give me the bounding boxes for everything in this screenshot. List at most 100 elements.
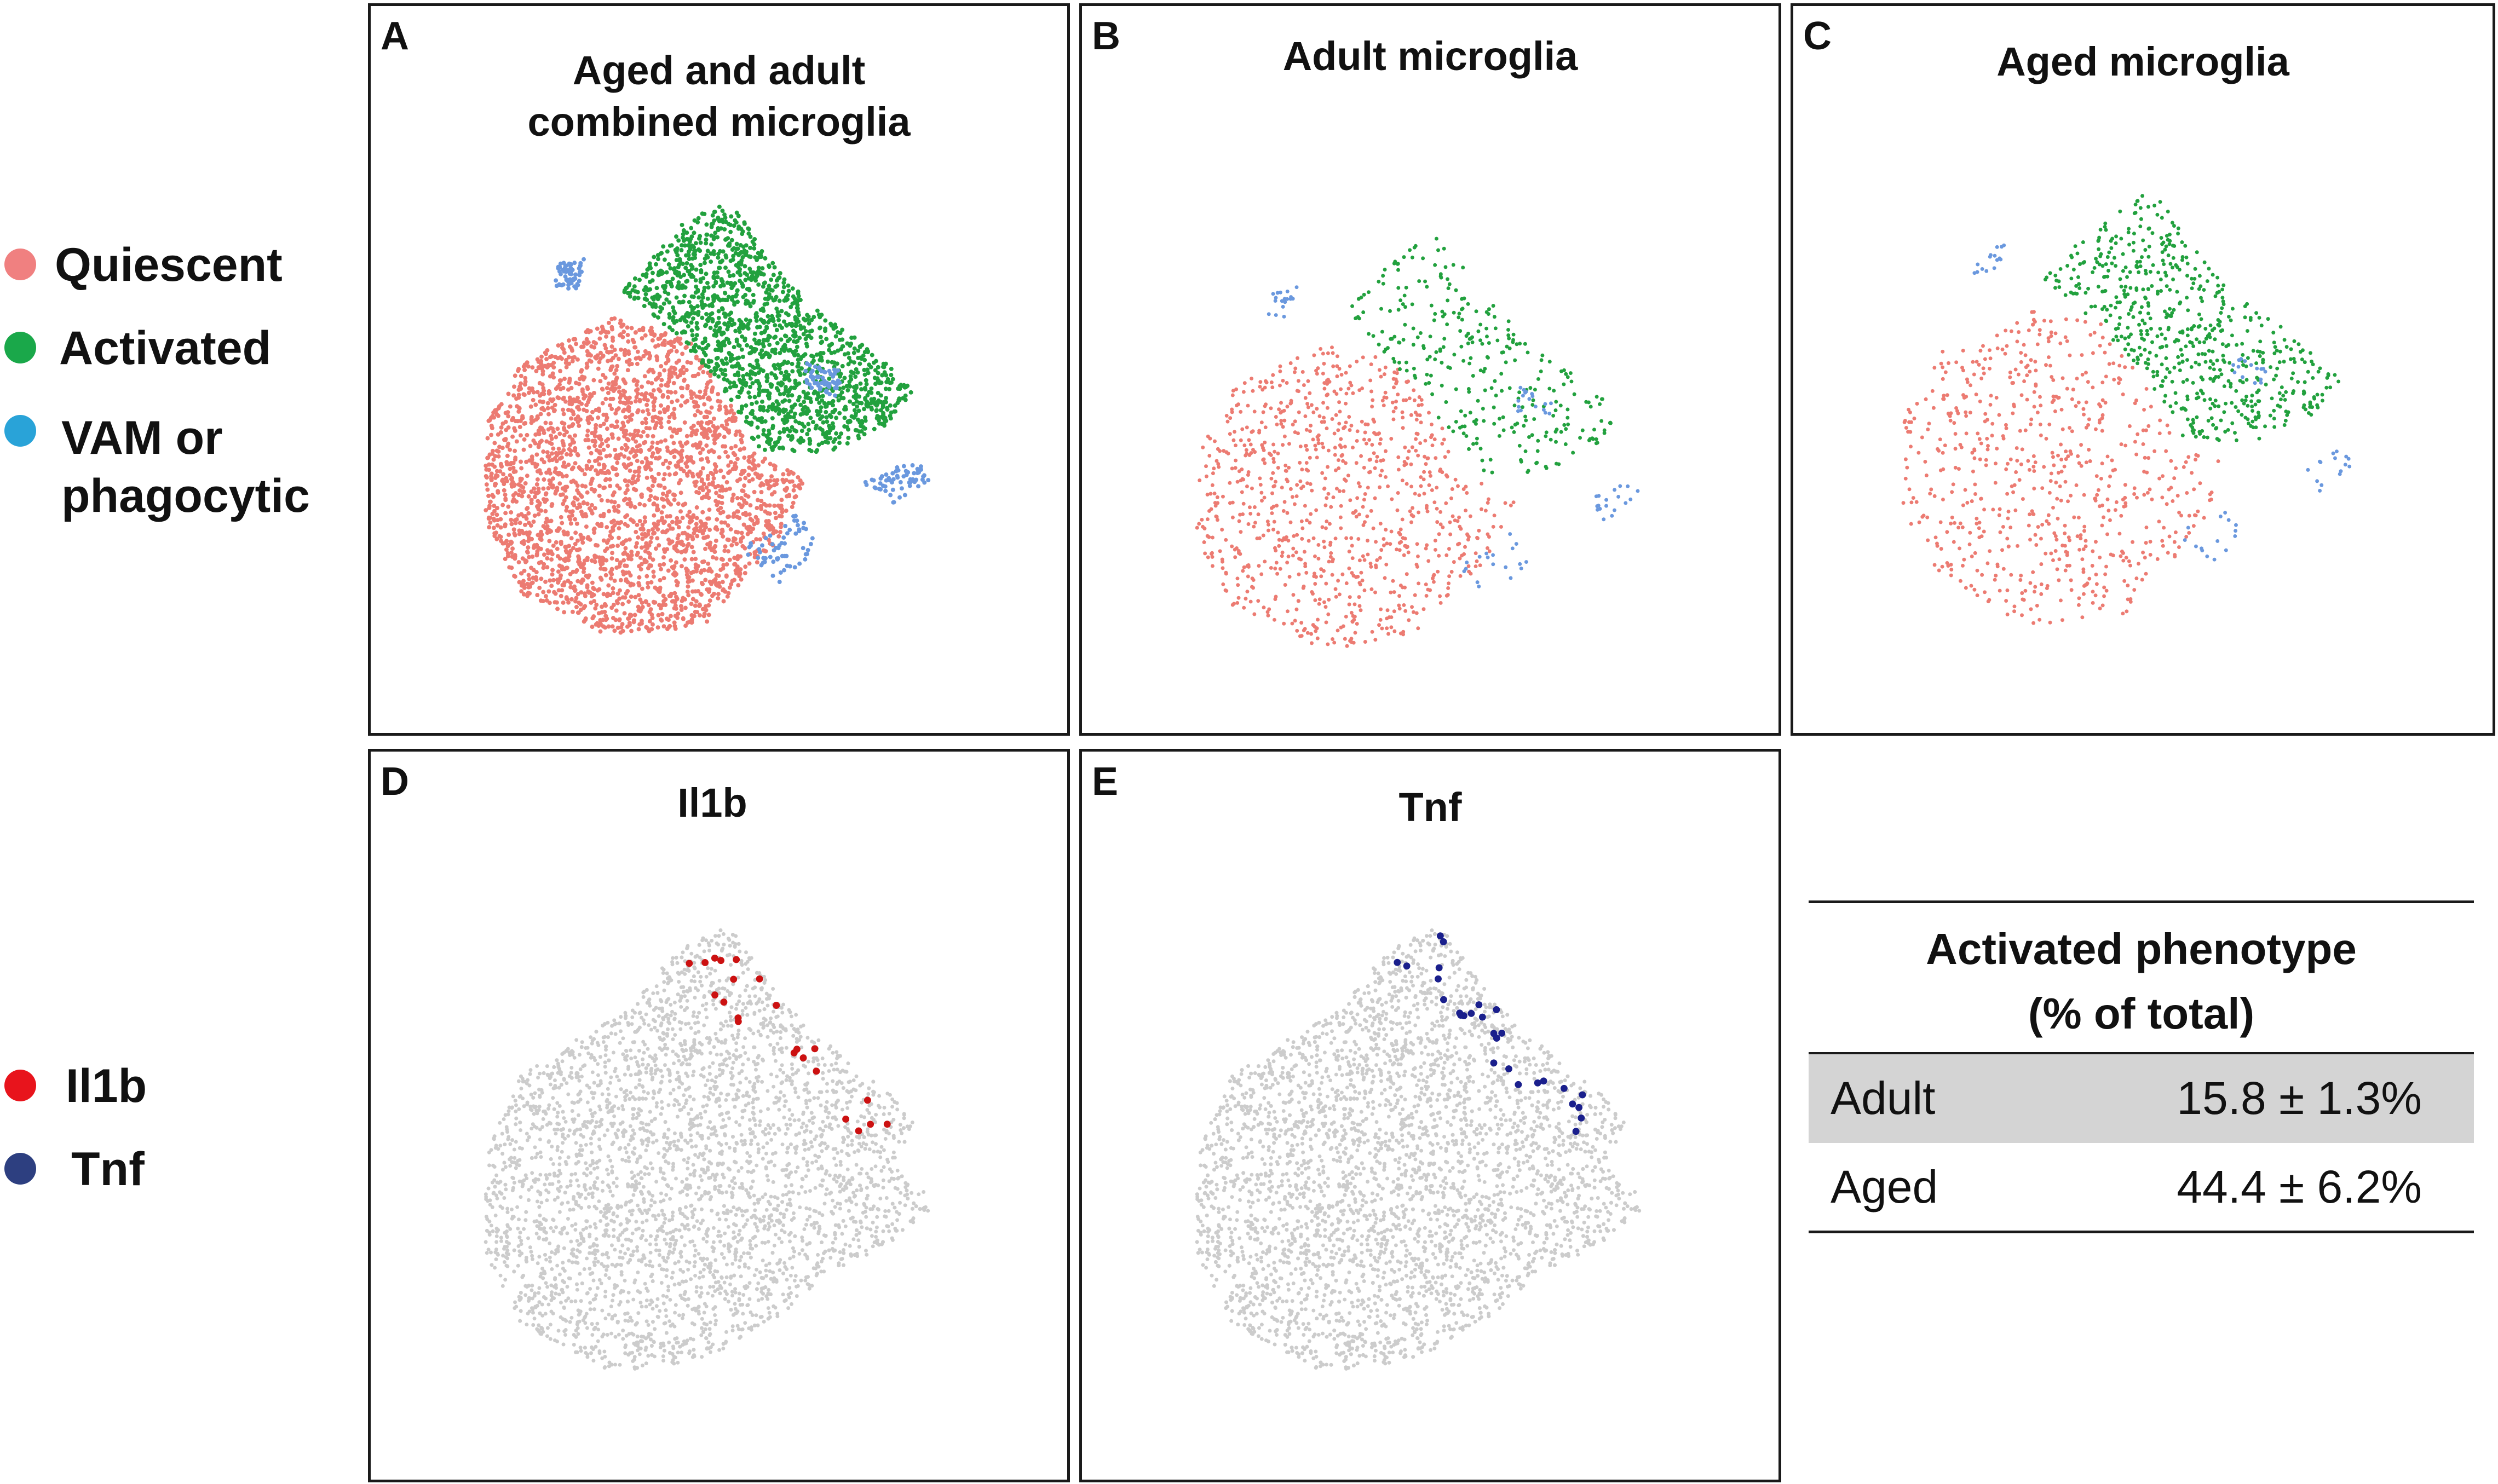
scatter-point-quiescent [683, 345, 688, 350]
scatter-point-vam [915, 466, 920, 471]
scatter-point-quiescent [560, 345, 565, 350]
scatter-point-activated [680, 262, 685, 267]
scatter-point-quiescent [1282, 621, 1286, 626]
scatter-point-activated [709, 242, 714, 247]
scatter-point-quiescent [649, 328, 654, 333]
scatter-point-activated [805, 432, 810, 436]
scatter-point-activated [783, 408, 788, 413]
scatter-point-quiescent [550, 502, 555, 507]
scatter-point-quiescent [535, 593, 540, 598]
scatter-point-quiescent [634, 439, 638, 444]
scatter-point-activated [740, 404, 744, 409]
scatter-point-quiescent [621, 558, 626, 563]
scatter-point-quiescent [704, 608, 709, 613]
scatter-point-quiescent [649, 475, 654, 480]
scatter-point-activated [767, 284, 772, 288]
scatter-point-quiescent [525, 506, 530, 511]
scatter-point-quiescent [592, 526, 597, 531]
scatter-point-vam [785, 531, 790, 536]
scatter-point-quiescent [579, 590, 584, 595]
scatter-point-quiescent [1341, 459, 1345, 463]
scatter-point-activated [751, 270, 756, 275]
scatter-point-activated [790, 361, 795, 366]
scatter-point-quiescent [1487, 549, 1492, 553]
scatter-point-quiescent [512, 384, 517, 389]
scatter-point-quiescent [608, 544, 613, 549]
scatter-point-quiescent [694, 431, 698, 436]
scatter-point-quiescent [1333, 536, 1338, 541]
scatter-point-quiescent [1382, 403, 1386, 408]
scatter-point-quiescent [503, 524, 508, 529]
scatter-point-quiescent [619, 625, 624, 630]
scatter-point-quiescent [1233, 466, 1238, 470]
scatter-point-quiescent [589, 487, 594, 492]
scatter-point-quiescent [1433, 539, 1437, 543]
scatter-point-quiescent [1400, 410, 1405, 414]
scatter-point-quiescent [628, 583, 633, 588]
scatter-point-quiescent [690, 374, 695, 378]
scatter-point-quiescent [659, 403, 664, 408]
scatter-point-quiescent [635, 432, 640, 437]
scatter-point-activated [778, 392, 782, 397]
scatter-point-quiescent [665, 528, 670, 533]
scatter-point-activated [802, 325, 807, 330]
scatter-point-quiescent [494, 448, 499, 453]
scatter-point-activated [741, 374, 746, 378]
scatter-point-quiescent [1338, 443, 1342, 447]
scatter-point-quiescent [489, 471, 494, 476]
scatter-point-quiescent [623, 478, 628, 483]
scatter-point-quiescent [657, 543, 661, 548]
scatter-point-activated [810, 420, 815, 425]
scatter-point-activated [809, 328, 814, 333]
scatter-point-activated [897, 396, 902, 401]
scatter-point-activated [716, 226, 721, 230]
scatter-point-quiescent [1237, 519, 1241, 523]
scatter-point-quiescent [702, 402, 707, 407]
scatter-point-activated [713, 230, 718, 235]
scatter-point-quiescent [750, 518, 755, 523]
scatter-point-quiescent [617, 385, 621, 390]
scatter-point-quiescent [573, 448, 578, 453]
scatter-point-quiescent [1263, 379, 1268, 383]
scatter-point-quiescent [524, 459, 529, 464]
scatter-point-quiescent [620, 420, 625, 425]
scatter-point-activated [818, 325, 822, 330]
scatter-point-activated [879, 421, 884, 426]
scatter-point-quiescent [1409, 462, 1413, 466]
scatter-point-quiescent [672, 620, 677, 625]
scatter-point-quiescent [653, 423, 658, 428]
scatter-point-quiescent [1330, 345, 1334, 350]
scatter-point-quiescent [689, 545, 694, 550]
scatter-point-activated [760, 399, 764, 404]
scatter-point-activated [721, 220, 726, 224]
panel-letter-a: A [381, 14, 409, 58]
scatter-point-vam [836, 378, 841, 383]
scatter-point-quiescent [562, 377, 567, 382]
scatter-point-quiescent [646, 412, 651, 417]
scatter-point-quiescent [513, 533, 517, 538]
scatter-point-quiescent [1242, 565, 1246, 569]
scatter-point-activated [763, 419, 768, 424]
scatter-point-quiescent [1236, 583, 1240, 587]
scatter-point-quiescent [1417, 403, 1421, 407]
scatter-point-activated [807, 321, 811, 326]
scatter-point-quiescent [506, 504, 511, 509]
scatter-point-activated [799, 438, 804, 443]
scatter-point-quiescent [487, 505, 492, 510]
scatter-point-activated [813, 426, 818, 431]
scatter-point-quiescent [535, 414, 540, 419]
scatter-point-activated [825, 436, 830, 441]
scatter-point-activated [731, 273, 736, 278]
scatter-point-quiescent [1283, 583, 1287, 587]
scatter-point-quiescent [596, 456, 601, 460]
scatter-point-quiescent [688, 361, 693, 365]
scatter-point-quiescent [739, 577, 744, 582]
scatter-point-activated [776, 276, 781, 281]
scatter-point-activated [727, 320, 732, 325]
scatter-point-vam [791, 514, 796, 519]
scatter-point-activated [716, 348, 721, 353]
scatter-point-quiescent [1339, 387, 1343, 391]
scatter-point-quiescent [1371, 417, 1375, 421]
scatter-point-activated [827, 376, 832, 381]
scatter-point-activated [724, 255, 729, 260]
